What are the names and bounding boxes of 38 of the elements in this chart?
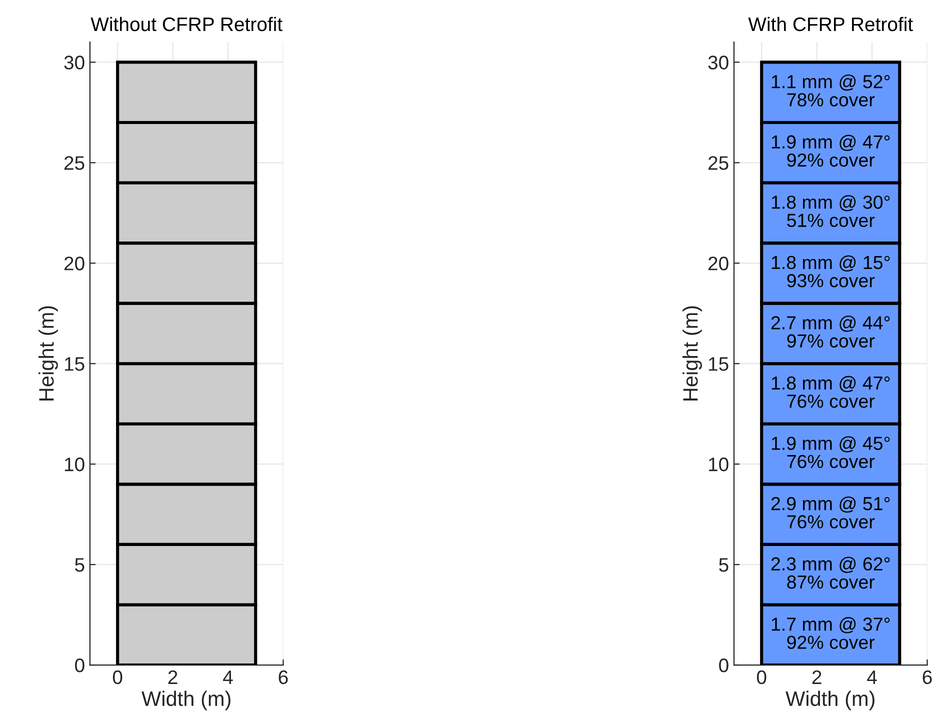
annotation: 2.7 mm @ 44° 97% cover	[771, 316, 890, 348]
x-axis-title: Width (m)	[786, 690, 874, 710]
x-tick-label: 6	[278, 670, 288, 684]
annotation: 1.9 mm @ 47° 92% cover	[772, 134, 890, 167]
y-tick-label: 30	[64, 56, 84, 70]
y-tick-label: 20	[708, 256, 728, 270]
y-tick-label: 5	[75, 558, 84, 572]
y-tick-label: 25	[708, 156, 728, 170]
x-tick-label: 2	[168, 670, 178, 684]
annotation: 2.3 mm @ 62° 87% cover	[771, 556, 890, 589]
annotation: 1.8 mm @ 47° 76% cover	[772, 376, 890, 408]
x-tick-label: 4	[867, 670, 877, 684]
annotation: 1.1 mm @ 52° 78% cover	[772, 74, 890, 106]
y-tick-label: 20	[64, 256, 84, 270]
y-tick-label: 0	[75, 658, 84, 672]
y-tick-label: 5	[719, 558, 728, 572]
x-tick-label: 6	[922, 670, 932, 684]
y-tick-label: 10	[708, 458, 728, 472]
y-axis-title: Height (m)	[682, 306, 702, 400]
y-axis-title: Height (m)	[38, 306, 58, 400]
annotation: 1.7 mm @ 37° 92% cover	[772, 617, 890, 649]
y-tick-label: 0	[719, 658, 728, 672]
y-tick-label: 25	[64, 156, 84, 170]
annotation: 1.9 mm @ 45° 76% cover	[772, 436, 890, 468]
x-tick-label: 0	[112, 670, 122, 684]
chart-title: Without CFRP Retrofit	[90, 16, 282, 32]
x-tick-label: 0	[756, 670, 766, 684]
y-tick-label: 10	[64, 458, 84, 472]
annotation: 2.9 mm @ 51° 76% cover	[771, 496, 890, 528]
x-tick-label: 2	[812, 670, 822, 684]
chart-title: With CFRP Retrofit	[748, 16, 913, 32]
y-tick-label: 15	[708, 357, 728, 371]
x-axis-title: Width (m)	[142, 690, 230, 710]
annotation: 1.8 mm @ 15° 93% cover	[772, 255, 890, 288]
annotation: 1.8 mm @ 30° 51% cover	[772, 195, 890, 228]
x-tick-label: 4	[223, 670, 233, 684]
y-tick-label: 15	[64, 357, 84, 371]
y-tick-label: 30	[708, 56, 728, 70]
